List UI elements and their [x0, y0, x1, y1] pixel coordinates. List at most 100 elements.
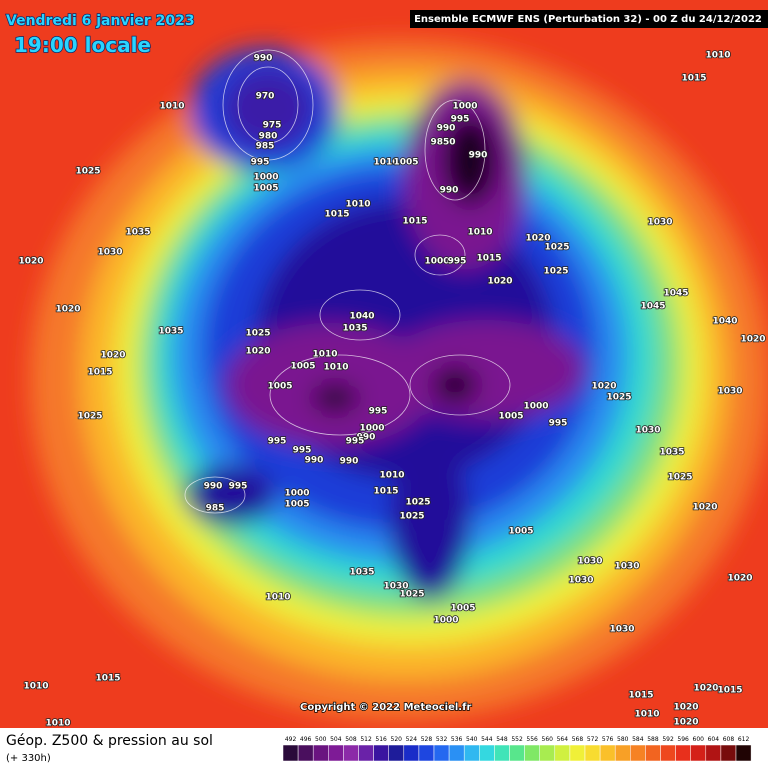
footer-title: Géop. Z500 & pression au sol [6, 733, 213, 749]
pressure-label: 1010 [265, 593, 290, 603]
pressure-label: 1025 [399, 590, 424, 600]
legend-swatch [675, 744, 691, 762]
pressure-label: 1015 [717, 686, 742, 696]
pressure-label: 990 [204, 482, 223, 492]
pressure-label: 995 [369, 407, 388, 417]
legend-swatch [448, 744, 465, 762]
pressure-label: 1010 [323, 363, 348, 373]
pressure-label: 1020 [18, 257, 43, 267]
pressure-label: 9850 [430, 138, 455, 148]
legend-swatch [599, 744, 616, 762]
pressure-label: 1030 [635, 426, 660, 436]
legend-level: 604 [708, 736, 720, 743]
color-legend: 492 496 500 504 508 512 516 520 524 528 532 536 540 5… [282, 736, 752, 762]
legend-level: 512 [360, 736, 372, 743]
pressure-label: 995 [451, 115, 470, 125]
pressure-label: 1010 [312, 350, 337, 360]
pressure-label: 1000 [433, 616, 458, 626]
pressure-label: 990 [340, 457, 359, 467]
legend-swatch [645, 744, 661, 762]
pressure-label: 1025 [405, 498, 430, 508]
pressure-label: 1035 [659, 448, 684, 458]
pressure-label: 975 [263, 121, 282, 131]
pressure-label: 990 [305, 456, 324, 466]
pressure-label: 1005 [498, 412, 523, 422]
pressure-label: 1030 [609, 625, 634, 635]
pressure-label: 1020 [487, 277, 512, 287]
legend-swatch [463, 744, 480, 762]
pressure-label: 1005 [284, 500, 309, 510]
run-box [410, 10, 768, 28]
pressure-label: 985 [256, 142, 275, 152]
legend-level: 576 [602, 736, 614, 743]
pressure-label: 1025 [245, 329, 270, 339]
pressure-label: 1010 [159, 102, 184, 112]
pressure-label: 1025 [75, 167, 100, 177]
legend-swatch [630, 744, 646, 762]
legend-level: 580 [617, 736, 629, 743]
legend-level: 532 [436, 736, 448, 743]
pressure-label: 1005 [450, 604, 475, 614]
lead-time: (+ 330h) [6, 753, 51, 764]
legend-level: 552 [511, 736, 523, 743]
legend-swatch [312, 744, 329, 762]
pressure-label: 1020 [727, 574, 752, 584]
pressure-label: 995 [229, 482, 248, 492]
legend-swatch [720, 744, 737, 762]
legend-swatch [735, 744, 752, 762]
pressure-label: 995 [448, 257, 467, 267]
legend-swatch [388, 744, 405, 762]
pressure-label: 1000 [424, 257, 449, 267]
pressure-label: 1025 [399, 512, 424, 522]
legend-level: 584 [632, 736, 644, 743]
legend-swatch [614, 744, 631, 762]
pressure-label: 1035 [349, 568, 374, 578]
legend-swatch [328, 744, 344, 762]
pressure-label: 1005 [508, 527, 533, 537]
legend-level: 508 [345, 736, 357, 743]
pressure-label: 1045 [640, 302, 665, 312]
pressure-label: 1015 [373, 487, 398, 497]
legend-level: 520 [391, 736, 403, 743]
pressure-label: 1030 [577, 557, 602, 567]
legend-swatch [554, 744, 571, 762]
pressure-label: 1000 [359, 424, 384, 434]
pressure-label: 1020 [673, 703, 698, 713]
legend-level: 536 [451, 736, 463, 743]
legend-level: 516 [375, 736, 387, 743]
pressure-label: 1020 [693, 684, 718, 694]
pressure-label: 1025 [606, 393, 631, 403]
pressure-label: 995 [268, 437, 287, 447]
legend-level: 544 [481, 736, 493, 743]
pressure-label: 1045 [663, 289, 688, 299]
pressure-label: 1030 [614, 562, 639, 572]
pressure-label: 990 [469, 151, 488, 161]
legend-level: 524 [406, 736, 418, 743]
pressure-label: 1015 [324, 210, 349, 220]
pressure-label: 1015 [95, 674, 120, 684]
pressure-labels: 9909709759809859951000100510101025100099… [18, 50, 767, 730]
legend-swatch [539, 744, 556, 762]
legend-swatch [705, 744, 722, 762]
pressure-label: 1040 [349, 312, 374, 322]
pressure-label: 1015 [681, 74, 706, 84]
legend-level: 504 [330, 736, 342, 743]
copyright: Copyright © 2022 Meteociel.fr [300, 702, 471, 713]
date: Vendredi 6 janvier 2023 [6, 13, 195, 29]
legend-level: 612 [738, 736, 750, 743]
legend-level: 588 [647, 736, 659, 743]
legend-level: 564 [557, 736, 569, 743]
legend-swatch [418, 744, 435, 762]
pressure-label: 1010 [379, 471, 404, 481]
pressure-label: 990 [440, 186, 459, 196]
pressure-label: 1015 [628, 691, 653, 701]
legend-swatch [282, 744, 299, 762]
legend-level: 496 [300, 736, 312, 743]
pressure-label: 1020 [525, 234, 550, 244]
pressure-label: 1030 [383, 582, 408, 592]
pressure-label: 1035 [342, 324, 367, 334]
legend-swatch [690, 744, 707, 762]
legend-level: 528 [421, 736, 433, 743]
pressure-label: 990 [254, 54, 273, 64]
